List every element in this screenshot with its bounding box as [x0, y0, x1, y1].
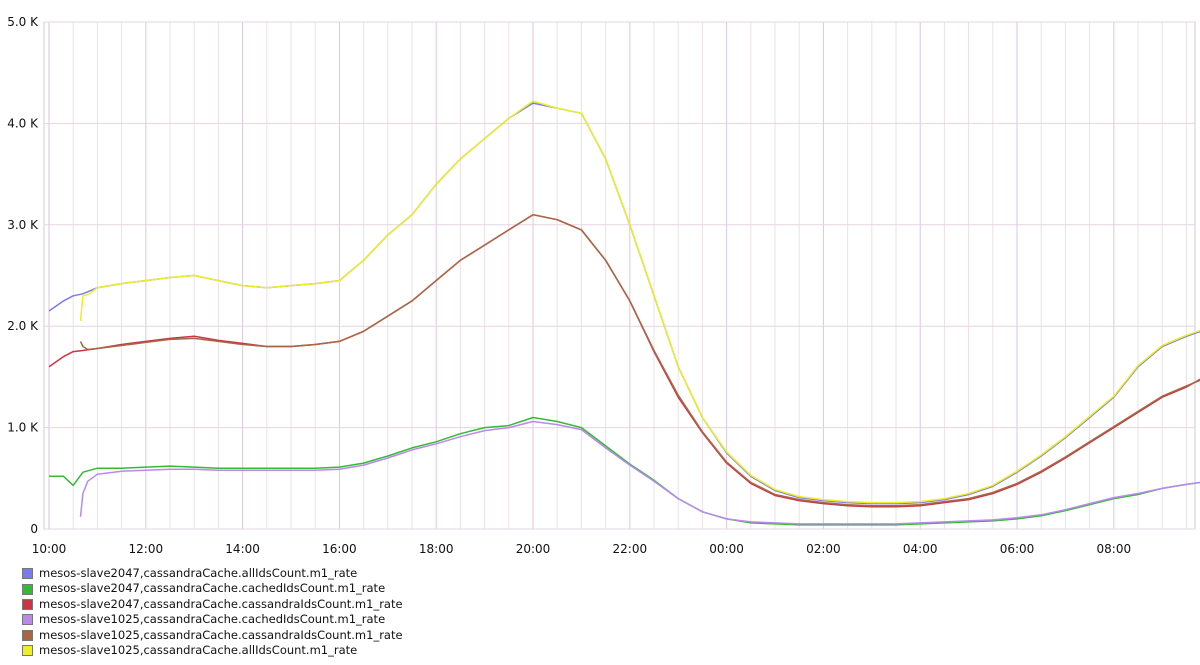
grid: [43, 21, 1196, 530]
x-tick-label: 02:00: [806, 542, 841, 556]
y-tick-label: 5.0 K: [7, 15, 39, 29]
x-tick-label: 08:00: [1097, 542, 1132, 556]
x-tick-label: 10:00: [32, 542, 67, 556]
legend-swatch: [22, 614, 33, 626]
x-tick-label: 20:00: [516, 542, 551, 556]
x-tick-label: 04:00: [903, 542, 938, 556]
y-tick-label: 1.0 K: [7, 421, 39, 435]
legend-item-4: mesos-slave1025,cassandraCache.cachedIds…: [22, 612, 403, 627]
legend-swatch: [22, 583, 33, 595]
x-tick-label: 22:00: [613, 542, 648, 556]
legend-swatch: [22, 629, 33, 641]
legend-label: mesos-slave1025,cassandraCache.cassandra…: [39, 627, 403, 642]
series-line-2: [49, 416, 1200, 526]
series-line-1: [48, 102, 1200, 505]
series-line-5: [79, 213, 1200, 507]
legend-label: mesos-slave1025,cassandraCache.allIdsCou…: [39, 642, 358, 657]
legend-label: mesos-slave1025,cassandraCache.cachedIds…: [39, 612, 386, 627]
y-tick-label: 2.0 K: [7, 319, 39, 333]
series-line-6: [79, 100, 1200, 504]
legend-item-3: mesos-slave2047,cassandraCache.cassandra…: [22, 597, 403, 612]
legend-label: mesos-slave2047,cassandraCache.cassandra…: [39, 596, 403, 611]
y-tick-label: 3.0 K: [7, 218, 39, 232]
legend-swatch: [22, 645, 33, 657]
x-tick-label: 06:00: [1000, 542, 1035, 556]
x-tick-label: 12:00: [129, 542, 164, 556]
x-tick-label: 18:00: [419, 542, 454, 556]
legend-swatch: [22, 568, 33, 580]
legend-item-5: mesos-slave1025,cassandraCache.cassandra…: [22, 628, 403, 643]
y-tick-label: 0: [30, 522, 38, 536]
series-line-3: [48, 213, 1200, 508]
axes: 0 1.0 K 2.0 K 3.0 K 4.0 K 5.0 K 10:00 12:00 14:0…: [7, 15, 1131, 556]
legend-item-1: mesos-slave2047,cassandraCache.allIdsCou…: [22, 566, 403, 581]
legend-label: mesos-slave2047,cassandraCache.allIdsCou…: [39, 566, 358, 580]
legend-label: mesos-slave2047,cassandraCache.cachedIds…: [39, 581, 386, 596]
x-tick-label: 00:00: [709, 542, 744, 556]
legend-swatch: [22, 598, 33, 610]
chart-svg: 0 1.0 K 2.0 K 3.0 K 4.0 K 5.0 K 10:00 12:00 14:0…: [7, 15, 1200, 556]
legend: mesos-slave2047,cassandraCache.allIdsCou…: [22, 566, 403, 658]
plot-frame: [43, 21, 1196, 530]
series-lines: [48, 100, 1200, 526]
legend-item-6: mesos-slave1025,cassandraCache.allIdsCou…: [22, 643, 403, 658]
legend-item-2: mesos-slave2047,cassandraCache.cachedIds…: [22, 581, 403, 596]
x-tick-label: 16:00: [322, 542, 357, 556]
y-tick-label: 4.0 K: [7, 116, 39, 130]
series-line-4: [79, 420, 1200, 525]
x-tick-label: 14:00: [225, 542, 260, 556]
